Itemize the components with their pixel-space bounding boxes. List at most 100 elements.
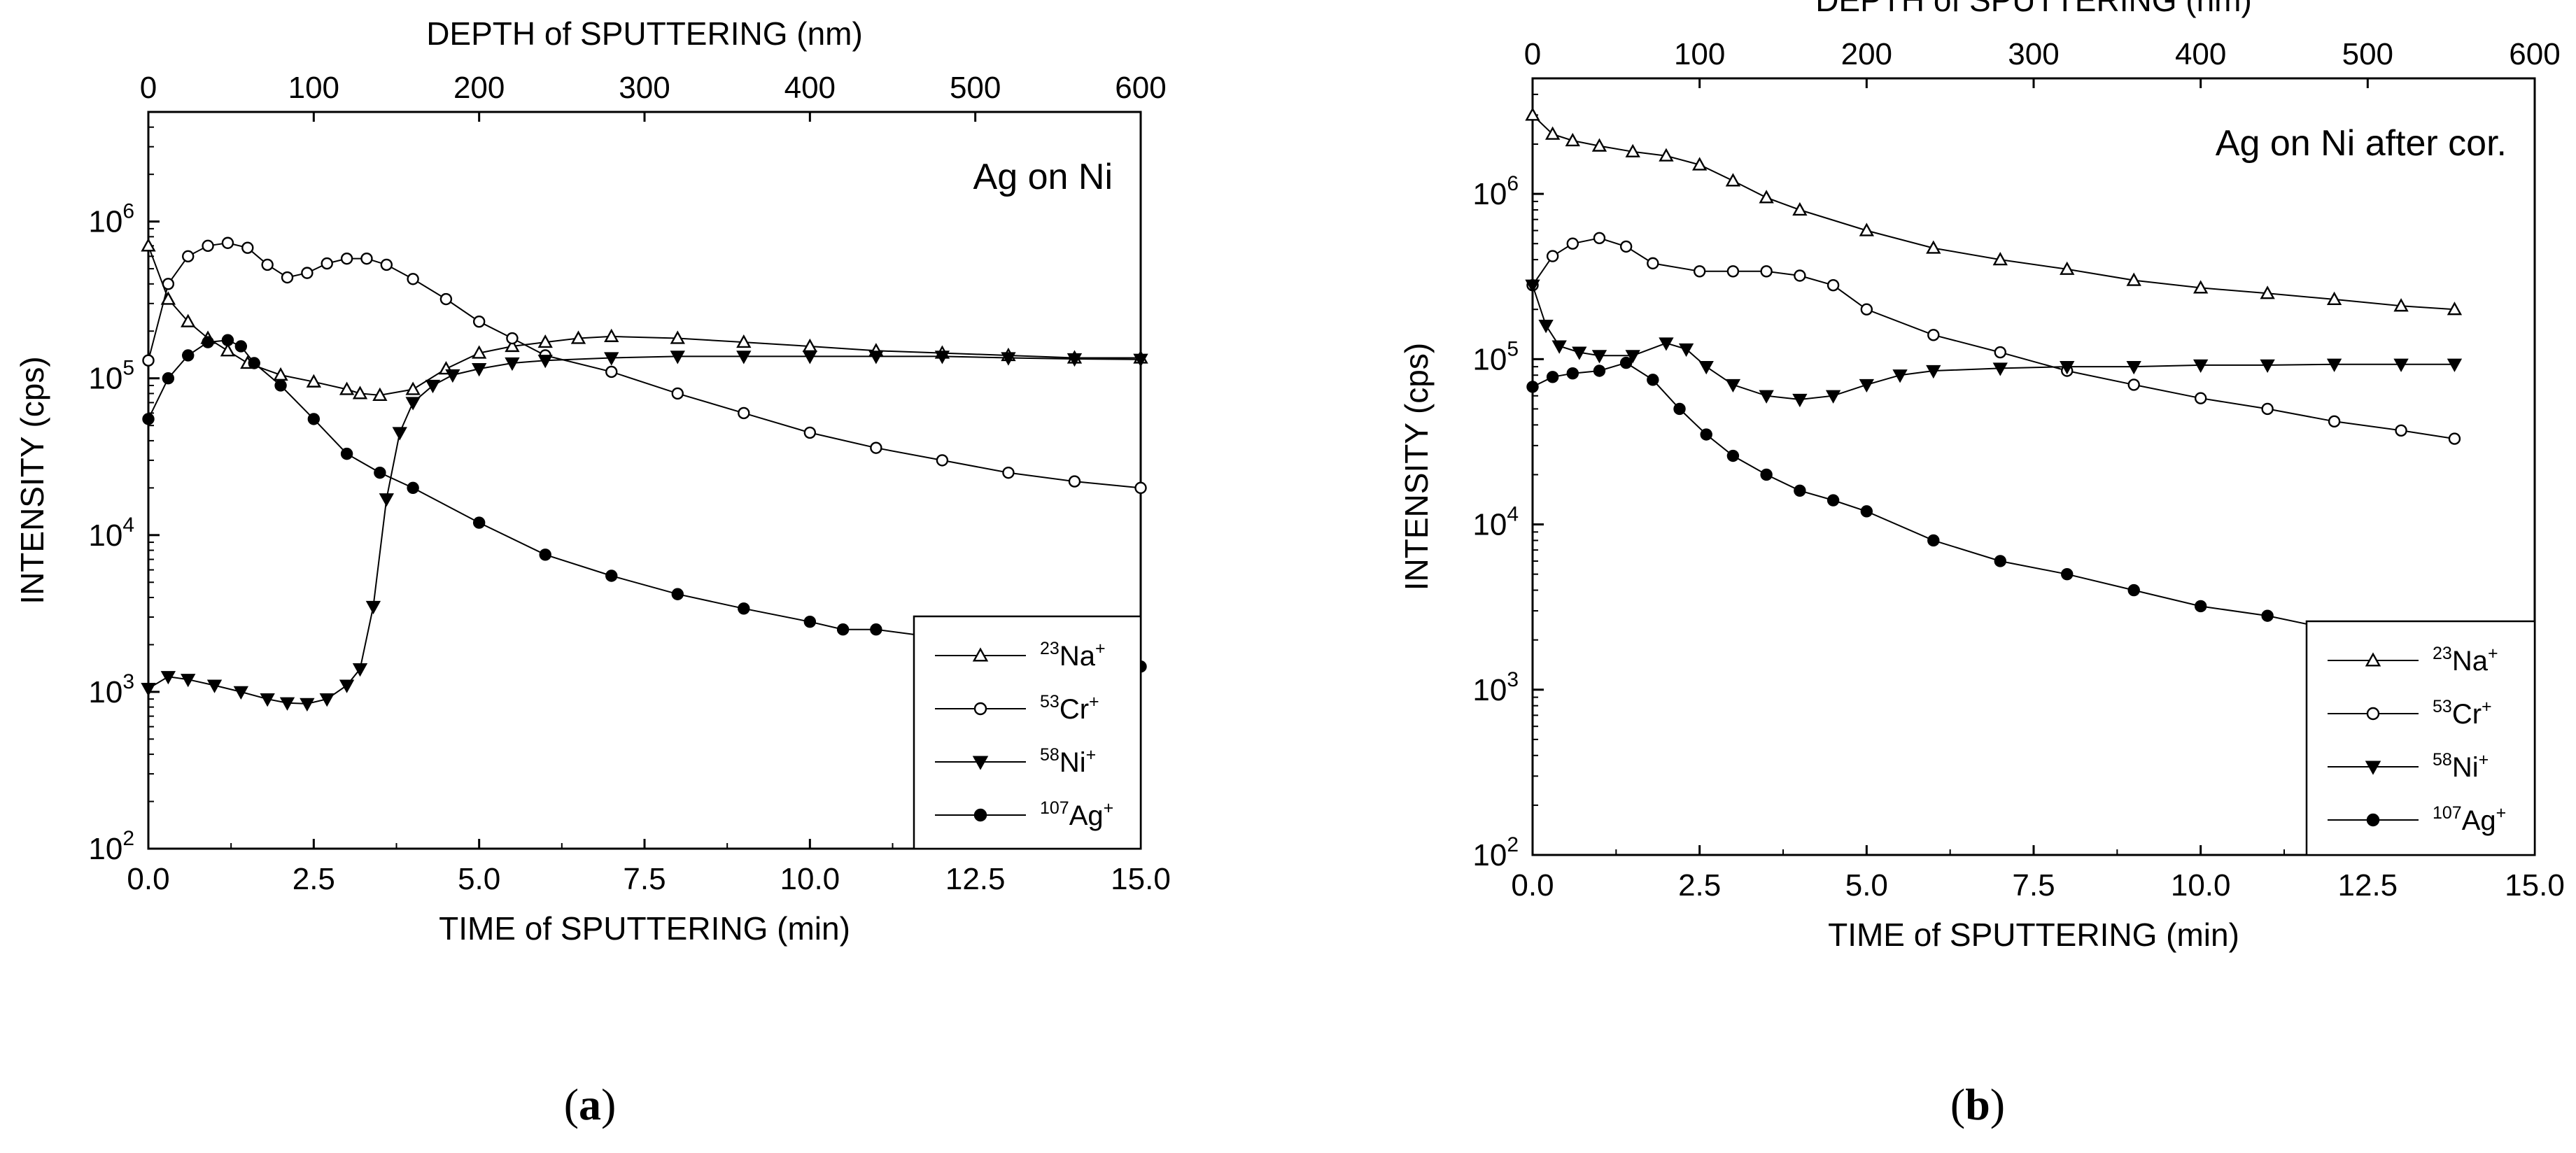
data-point [1133,353,1148,367]
data-point [605,570,618,582]
data-point [1726,265,1740,278]
panel-annotation: Ag on Ni [973,157,1113,197]
data-point [2393,298,2409,312]
data-point [202,239,214,253]
x2-tick-label: 500 [2342,37,2393,71]
data-point [206,679,223,693]
data-point [2194,600,2207,613]
data-point [738,602,750,615]
data-point [604,352,619,366]
legend-marker [973,702,987,716]
y-tick-label: 105 [1472,337,1519,376]
data-point [2061,567,2074,581]
data-point [472,516,486,529]
data-point [360,252,373,265]
data-point [202,336,214,348]
data-point [1566,237,1579,250]
legend-marker [973,808,987,822]
data-point [142,354,155,367]
data-point [2060,261,2075,275]
data-point [2447,358,2463,372]
y-tick-label: 102 [88,827,134,866]
x-tick-label: 2.5 [1678,868,1721,903]
data-point [407,273,419,285]
legend-label-cr: 53Cr+ [1040,692,1099,725]
x2-tick-label: 200 [1841,37,1892,71]
x2-tick-label: 600 [2509,37,2560,71]
data-point [2127,379,2140,391]
data-point [1926,365,1941,379]
x-tick-label: 10.0 [780,862,840,896]
series-ni [141,351,1148,712]
data-point [1825,390,1841,404]
data-point [339,679,355,693]
legend: 23Na+ 53Cr+ 58Ni+ 107Ag+ [2305,620,2536,856]
data-point [605,365,618,379]
x2-tick-label: 0 [1524,37,1541,71]
x-tick-label: 15.0 [2505,868,2565,903]
data-point [671,387,684,400]
data-point [868,351,884,365]
data-point [319,693,335,707]
data-point [539,549,551,561]
data-point [1859,222,1874,236]
chart-panel-a: 0.0 2.5 5.0 7.5 10.0 12.5 15.0 0 100 200 300 400 500… [14,15,1171,947]
data-point [537,334,553,348]
data-point [803,426,817,439]
data-point [321,257,333,270]
data-point [1566,367,1579,380]
panel-tag-b: (b) [1950,1080,2005,1129]
data-point [2447,302,2463,316]
data-point [365,600,381,615]
data-point [1992,252,2008,266]
data-point [162,372,175,385]
data-point [1619,356,1633,369]
data-point [372,387,388,402]
data-point [352,385,368,399]
data-point [803,616,817,628]
legend-marker [972,647,989,662]
y-tick-label: 104 [88,514,134,553]
data-point [570,330,586,344]
x-tick-label: 12.5 [2338,868,2398,903]
legend-marker [2366,707,2380,721]
data-point [1725,173,1741,187]
data-point [2393,358,2409,372]
data-point [380,258,393,271]
legend-label-ni: 58Ni+ [1040,745,1096,778]
data-point [306,374,321,388]
data-point [2261,402,2274,416]
data-point [141,238,156,252]
data-point [671,588,684,600]
data-point [1551,340,1567,354]
data-point [1859,379,1874,393]
data-point [1692,157,1708,171]
y-tick-label: 102 [1472,833,1519,872]
chart-panel-b: 0.0 2.5 5.0 7.5 10.0 12.5 15.0 0 100 200 300 400 500… [1398,0,2565,953]
y-tick-label: 104 [1472,503,1519,542]
data-point [1538,320,1554,334]
x-tick-label: 7.5 [2012,868,2055,903]
x2-tick-label: 400 [2175,37,2226,71]
data-point [241,241,254,254]
data-point [2193,280,2209,294]
data-point [1659,337,1674,351]
data-point [2326,358,2342,372]
data-point [1625,143,1640,157]
y-axis-title: INTENSITY (cps) [1398,343,1435,590]
data-point [279,697,295,711]
y-tick-label: 103 [88,670,134,709]
data-point [352,663,368,677]
data-point [1794,269,1806,282]
x2-tick-label: 400 [784,71,836,105]
data-point [181,313,196,327]
data-point [1860,505,1873,518]
data-point [1792,393,1808,408]
x2-tick-label: 100 [1674,37,1725,71]
series-ni [1525,279,2463,408]
legend-label-ag: 107Ag+ [2433,803,2506,836]
data-point [506,332,519,345]
series-line [1532,114,2455,311]
legend-label-na: 23Na+ [1040,639,1106,672]
data-point [2260,359,2275,373]
